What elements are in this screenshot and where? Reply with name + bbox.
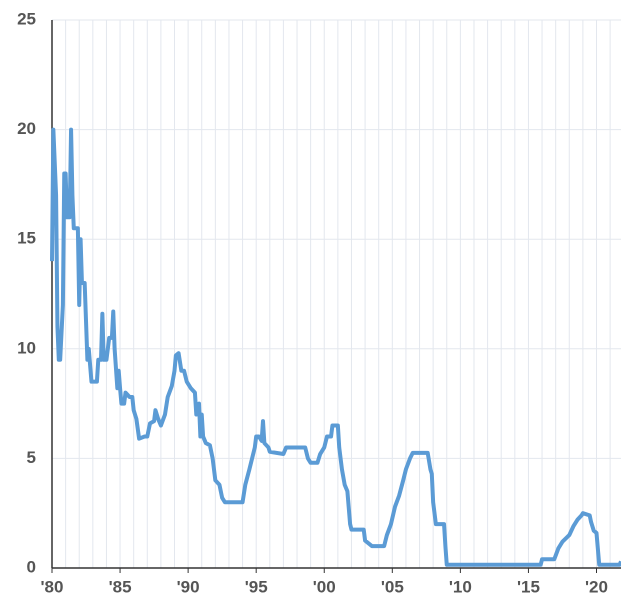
x-tick-label: '95 xyxy=(245,577,268,596)
y-tick-label: 5 xyxy=(27,448,36,467)
x-tick-label: '90 xyxy=(177,577,200,596)
y-tick-label: 15 xyxy=(17,229,36,248)
x-tick-label: '05 xyxy=(381,577,404,596)
x-tick-label: '20 xyxy=(585,577,608,596)
x-tick-label: '10 xyxy=(449,577,472,596)
y-tick-label: 10 xyxy=(17,338,36,357)
y-tick-label: 25 xyxy=(17,9,36,28)
x-tick-label: '15 xyxy=(517,577,540,596)
x-tick-label: '00 xyxy=(313,577,336,596)
x-tick-label: '85 xyxy=(109,577,132,596)
x-tick-label: '80 xyxy=(41,577,64,596)
y-tick-label: 20 xyxy=(17,119,36,138)
series-line xyxy=(50,127,621,567)
y-tick-label: 0 xyxy=(27,557,36,576)
